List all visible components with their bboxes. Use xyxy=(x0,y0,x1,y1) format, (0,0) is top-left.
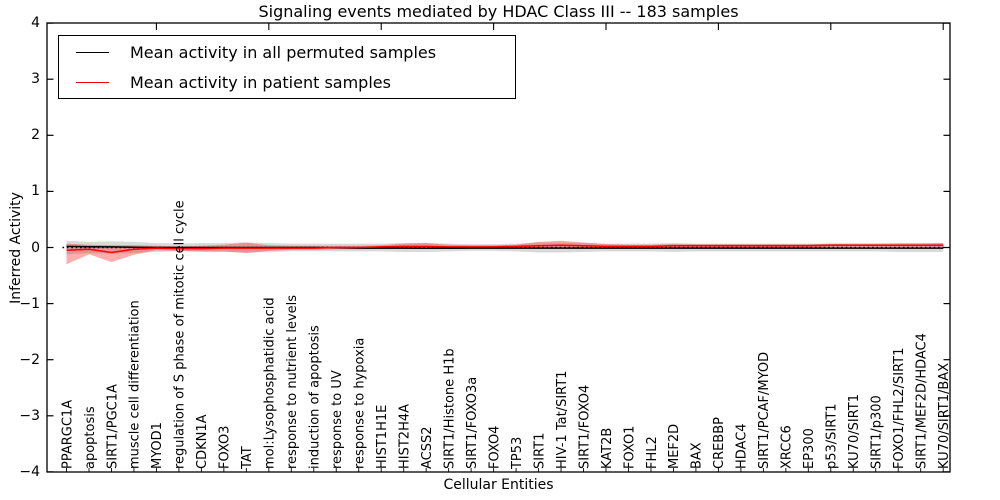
x-tick-label: FOXO1 xyxy=(622,426,637,469)
x-tick-label: KAT2B xyxy=(600,428,615,469)
x-tick-label: HDAC4 xyxy=(735,423,750,469)
x-tick-label: CDKN1A xyxy=(195,414,210,469)
x-tick-label: EP300 xyxy=(802,428,817,469)
x-tick-label: MEF2D xyxy=(667,424,682,469)
x-tick-label: FOXO3 xyxy=(218,426,233,469)
x-tick-label: response to hypoxia xyxy=(353,338,368,469)
x-tick-label: SIRT1/Histone H1b xyxy=(443,348,458,469)
x-tick-label: ACSS2 xyxy=(420,426,435,469)
x-tick-label: FHL2 xyxy=(645,436,660,469)
x-tick-label: XRCC6 xyxy=(780,425,795,469)
x-tick-label: MYOD1 xyxy=(150,422,165,469)
y-axis-label: Inferred Activity xyxy=(8,192,24,304)
x-tick-label: HIST2H4A xyxy=(398,404,413,469)
legend-item: Mean activity in all permuted samples xyxy=(59,38,515,66)
x-tick-label: p53/SIRT1 xyxy=(825,403,840,469)
x-tick-label: SIRT1/MEF2D/HDAC4 xyxy=(915,333,930,469)
legend-item: Mean activity in patient samples xyxy=(59,68,515,96)
x-tick-label: FOXO1/FHL2/SIRT1 xyxy=(892,348,907,469)
x-tick-label: apoptosis xyxy=(83,406,98,469)
y-tick-label: −4 xyxy=(19,463,40,480)
x-tick-label: FOXO4 xyxy=(487,426,502,469)
x-tick-label: response to UV xyxy=(330,370,345,469)
x-tick-label: CREBBP xyxy=(712,417,727,469)
y-tick-label: −2 xyxy=(19,351,40,368)
x-tick-label: HIV-1 Tat/SIRT1 xyxy=(555,371,570,469)
x-tick-label: TP53 xyxy=(510,437,525,470)
chart-title: Signaling events mediated by HDAC Class … xyxy=(258,2,739,21)
legend-line-patient-icon xyxy=(76,81,109,83)
y-tick-label: 3 xyxy=(31,71,40,88)
legend-item-label: Mean activity in all permuted samples xyxy=(130,42,437,62)
x-tick-label: mol:Lysophosphatidic acid xyxy=(263,297,278,469)
x-tick-label: muscle cell differentiation xyxy=(128,300,143,469)
x-tick-label: TAT xyxy=(240,446,255,470)
x-tick-label: SIRT1 xyxy=(532,433,547,469)
x-tick-label: SIRT1/FOXO4 xyxy=(577,385,592,469)
x-tick-label: induction of apoptosis xyxy=(308,325,323,469)
y-tick-label: −1 xyxy=(19,295,40,312)
x-axis-label: Cellular Entities xyxy=(443,477,554,493)
series-line-permuted-mean xyxy=(66,245,944,250)
x-tick-label: SIRT1/PGC1A xyxy=(105,384,120,469)
x-tick-label: SIRT1/FOXO3a xyxy=(465,377,480,469)
x-tick-label: SIRT1/p300 xyxy=(870,395,885,469)
x-tick-label: SIRT1/PCAF/MYOD xyxy=(757,352,772,469)
legend: Mean activity in all permuted samples Me… xyxy=(58,35,516,99)
x-tick-label: regulation of S phase of mitotic cell cy… xyxy=(173,200,188,469)
x-tick-label: response to nutrient levels xyxy=(285,295,300,469)
y-tick-label: 4 xyxy=(31,15,40,32)
x-tick-label: KU70/SIRT1 xyxy=(847,394,862,469)
x-tick-label: PPARGC1A xyxy=(60,400,75,469)
x-tick-label: BAX xyxy=(690,442,705,469)
x-tick-label: HIST1H1E xyxy=(375,405,390,469)
x-tick-label: KU70/SIRT1/BAX xyxy=(937,363,952,469)
legend-line-permuted-icon xyxy=(76,51,109,53)
y-tick-label: 1 xyxy=(31,183,40,200)
y-tick-label: −3 xyxy=(19,407,40,424)
legend-item-label: Mean activity in patient samples xyxy=(130,72,391,92)
y-tick-label: 0 xyxy=(31,239,40,256)
series-line-patient-mean xyxy=(66,244,944,254)
y-tick-label: 2 xyxy=(31,127,40,144)
band-patient xyxy=(66,240,944,265)
